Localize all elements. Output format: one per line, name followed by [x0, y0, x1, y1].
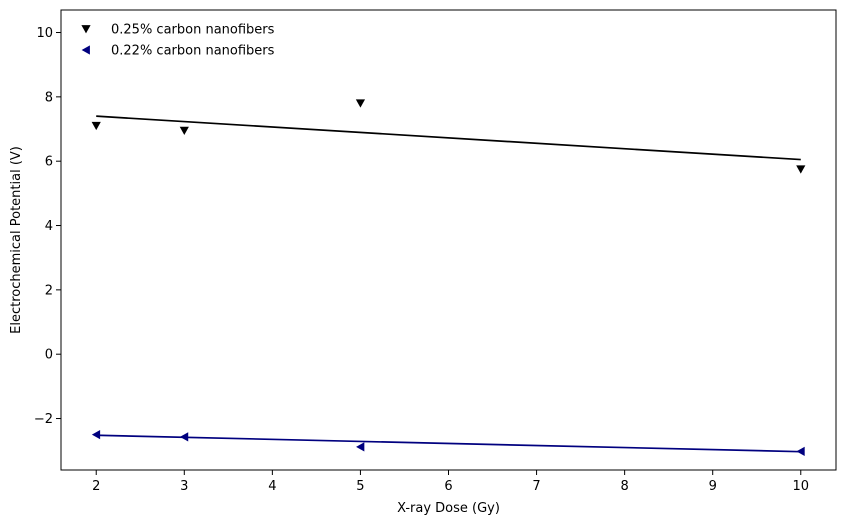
series-1-point — [796, 446, 805, 456]
x-axis: 2 3 4 5 6 7 8 9 10 — [92, 470, 809, 494]
x-tick-label: 9 — [709, 479, 717, 494]
x-axis-label: X-ray Dose (Gy) — [397, 501, 500, 516]
series-1-point — [91, 430, 101, 440]
series-1-fit-line — [96, 434, 801, 453]
y-tick-label: 6 — [45, 155, 53, 170]
x-tick-label: 2 — [92, 479, 100, 494]
x-tick-label: 3 — [180, 479, 188, 494]
x-tick-label: 10 — [792, 479, 809, 494]
x-tick-label: 7 — [532, 479, 540, 494]
series-0-point — [355, 99, 366, 108]
series-0-point — [796, 165, 806, 174]
x-tick-label: 4 — [268, 479, 276, 494]
y-tick-label: −2 — [34, 412, 53, 427]
legend: 0.25% carbon nanofibers 0.22% carbon nano… — [81, 23, 275, 59]
legend-marker-0 — [81, 25, 91, 34]
series-0-fit-line — [96, 115, 801, 161]
y-tick-label: 10 — [36, 26, 53, 41]
x-tick-label: 8 — [620, 479, 628, 494]
series-1-point — [356, 442, 365, 452]
y-tick-label: 4 — [45, 219, 53, 234]
series-0-point — [179, 126, 189, 135]
y-tick-label: 2 — [45, 283, 53, 298]
legend-label-0: 0.25% carbon nanofibers — [111, 23, 275, 38]
plot-area — [60, 9, 837, 471]
y-tick-label: 0 — [45, 348, 53, 363]
plot-frame — [60, 9, 837, 471]
legend-marker-1 — [81, 45, 90, 55]
legend-label-1: 0.22% carbon nanofibers — [111, 44, 275, 59]
series-0-point — [91, 121, 101, 131]
y-axis: −2 0 2 4 6 8 10 — [34, 26, 61, 427]
series-1-point — [179, 432, 189, 442]
x-tick-label: 6 — [444, 479, 452, 494]
y-axis-label: Electrochemical Potential (V) — [9, 146, 24, 334]
x-tick-label: 5 — [356, 479, 364, 494]
y-tick-label: 8 — [45, 90, 53, 105]
